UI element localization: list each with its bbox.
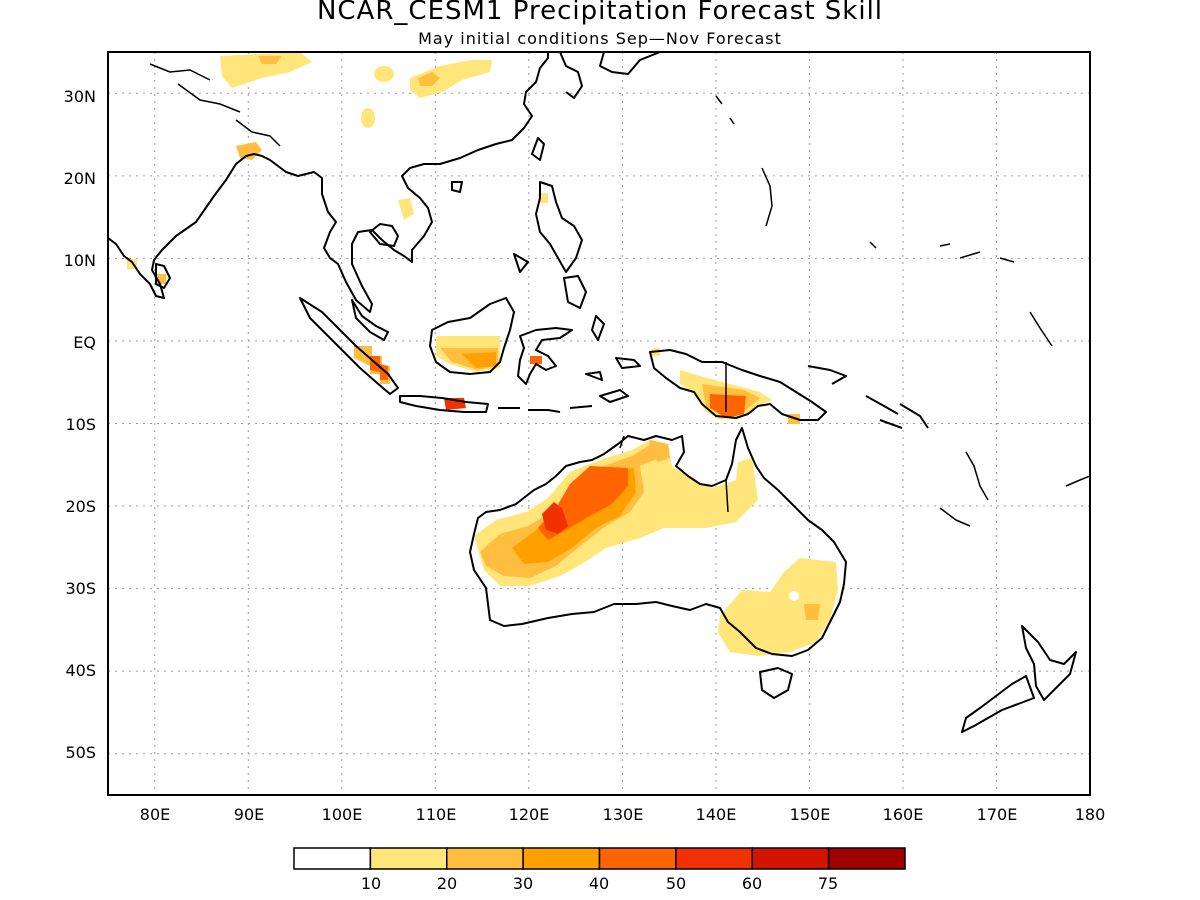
- skill-area-australia-east-core: [804, 604, 820, 620]
- lat-tick-label: 40S: [65, 661, 96, 680]
- lon-tick-label: 90E: [234, 805, 264, 824]
- skill-area-borneo-core: [462, 352, 496, 368]
- coastline-nz-north: [1021, 625, 1077, 701]
- plot-frame: [107, 51, 1091, 796]
- lat-tick-label: 30N: [64, 87, 96, 106]
- axis-ticks: 30N 20N 10N EQ 10S 20S 30S 40S 50S 80E 9…: [64, 87, 1106, 824]
- coastline-hainan: [451, 181, 463, 193]
- lon-tick-label: 120E: [509, 805, 550, 824]
- skill-area-china-north: [220, 52, 312, 88]
- grid-lines: [108, 52, 1090, 795]
- coastline-bay-bengal-detail: [149, 63, 281, 147]
- coastline-tasmania: [759, 667, 793, 699]
- coastline-australia: [469, 427, 847, 657]
- skill-area-australia-north-50: [542, 502, 568, 534]
- colorbar: [293, 847, 906, 870]
- chart-subtitle: May initial conditions Sep—Nov Forecast: [418, 29, 782, 48]
- coastline-borneo: [429, 297, 515, 375]
- lon-tick-label: 170E: [977, 805, 1018, 824]
- coastline-sumatra: [299, 297, 399, 395]
- lat-tick-label: EQ: [73, 333, 96, 352]
- skill-area-china-east-core: [418, 72, 440, 86]
- lat-tick-label: 50S: [65, 743, 96, 762]
- coastline-nz-south: [961, 675, 1035, 733]
- coastline-gulf-carpentaria: [619, 435, 729, 513]
- lat-tick-label: 20S: [65, 497, 96, 516]
- coastline-java: [399, 395, 489, 413]
- skill-area-srilanka: [156, 274, 166, 284]
- colorbar-swatch: [293, 847, 372, 870]
- coastline-lesser-sunda: [498, 389, 629, 413]
- coastline-moluccas: [585, 315, 641, 381]
- lon-tick-label: 180: [1075, 805, 1106, 824]
- coastline-sulawesi: [517, 327, 573, 385]
- colorbar-swatch: [675, 847, 753, 870]
- coastline-gulf-thailand: [369, 223, 399, 247]
- skill-area-newguinea-core: [710, 394, 746, 418]
- skill-area-indochina: [398, 198, 414, 220]
- skill-area-australia-east: [718, 558, 838, 656]
- lat-tick-label: 20N: [64, 169, 96, 188]
- coastlines: [108, 52, 1090, 733]
- colorbar-swatch: [446, 847, 524, 870]
- lat-tick-label: 10S: [65, 415, 96, 434]
- skill-area-gap: [789, 591, 799, 601]
- lon-tick-label: 150E: [790, 805, 831, 824]
- lat-tick-label: 10N: [64, 251, 96, 270]
- colorbar-swatch: [522, 847, 601, 870]
- chart-title: NCAR_CESM1 Precipitation Forecast Skill: [316, 0, 884, 26]
- skill-area-sulawesi: [530, 356, 542, 364]
- lon-tick-label: 100E: [322, 805, 363, 824]
- lon-tick-label: 80E: [140, 805, 170, 824]
- skill-shading: [127, 52, 838, 656]
- lon-tick-label: 160E: [883, 805, 924, 824]
- lat-tick-label: 30S: [65, 579, 96, 598]
- coastline-taiwan: [531, 137, 545, 161]
- colorbar-label: 20: [437, 874, 457, 893]
- coastline-malay: [351, 299, 389, 341]
- colorbar-swatch: [369, 847, 448, 870]
- colorbar-label: 60: [742, 874, 762, 893]
- skill-area-arnhem: [648, 440, 670, 462]
- coastline-japan: [599, 52, 661, 75]
- lon-tick-label: 130E: [603, 805, 644, 824]
- coastline-philippines: [513, 181, 587, 309]
- colorbar-swatch: [598, 847, 677, 870]
- skill-area-china-east: [410, 60, 492, 98]
- colorbar-labels: 10 20 30 40 50 60 75: [361, 874, 838, 893]
- coastline-solomon: [807, 365, 929, 429]
- coastline-srilanka: [155, 263, 171, 289]
- colorbar-label: 10: [361, 874, 381, 893]
- colorbar-label: 30: [513, 874, 533, 893]
- colorbar-label: 40: [589, 874, 609, 893]
- coastline-new-guinea: [649, 349, 827, 421]
- skill-area-china-spot2: [361, 108, 375, 128]
- coastline-korea: [559, 52, 583, 99]
- colorbar-swatch: [751, 847, 830, 870]
- skill-area-bangladesh: [236, 142, 262, 160]
- skill-area-philippines: [538, 193, 548, 203]
- lon-tick-label: 110E: [416, 805, 457, 824]
- coastline-asia: [108, 52, 549, 313]
- coastline-pacific-islands: [715, 95, 1090, 527]
- colorbar-label: 75: [818, 874, 838, 893]
- lon-tick-label: 140E: [696, 805, 737, 824]
- colorbar-swatch: [827, 847, 906, 870]
- skill-area-india-south: [127, 259, 137, 269]
- skill-area-china-spot1: [374, 66, 394, 82]
- colorbar-label: 50: [666, 874, 686, 893]
- skill-area-china-north-core: [258, 56, 282, 64]
